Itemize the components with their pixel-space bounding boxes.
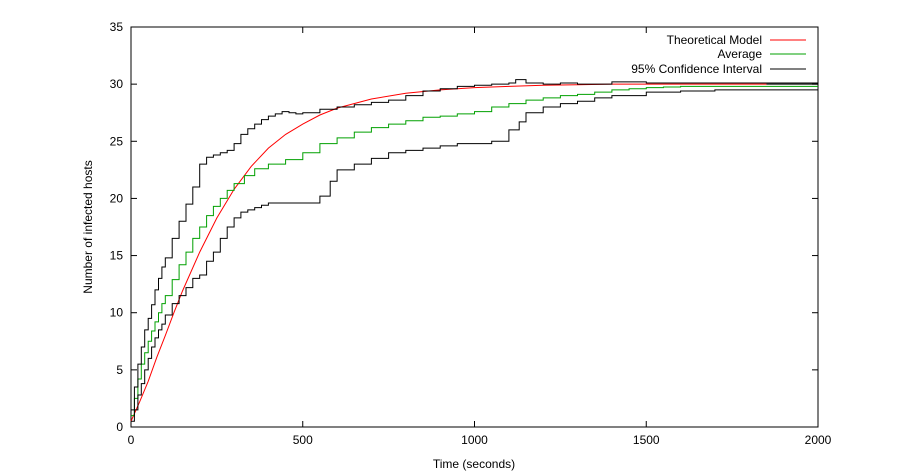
legend-label-average: Average (718, 47, 763, 61)
x-tick-label: 500 (293, 433, 313, 447)
y-tick-label: 5 (116, 363, 123, 377)
legend: Theoretical Model Average 95% Confidence… (631, 33, 806, 76)
y-tick-label: 0 (116, 420, 123, 434)
legend-label-confidence-interval: 95% Confidence Interval (631, 62, 762, 76)
series-theoretical-model (130, 83, 767, 422)
y-tick-label: 25 (110, 134, 124, 148)
axis-ticks: 0 500 1000 1500 2000 0 5 10 15 20 25 30 35 (110, 20, 832, 447)
y-tick-label: 30 (110, 77, 124, 91)
series-confidence-lower (131, 89, 818, 422)
x-tick-label: 1000 (461, 433, 488, 447)
x-tick-label: 2000 (805, 433, 832, 447)
x-tick-label: 0 (128, 433, 135, 447)
series-average (131, 85, 818, 417)
series-layer (130, 79, 818, 422)
y-tick-label: 20 (110, 191, 124, 205)
x-tick-label: 1500 (633, 433, 660, 447)
y-tick-label: 35 (110, 20, 124, 34)
x-axis-title: Time (seconds) (433, 457, 515, 471)
y-tick-label: 10 (110, 306, 124, 320)
y-axis-title: Number of infected hosts (81, 160, 95, 293)
y-tick-label: 15 (110, 249, 124, 263)
legend-label-theoretical-model: Theoretical Model (667, 33, 762, 47)
series-confidence-upper (131, 79, 818, 411)
